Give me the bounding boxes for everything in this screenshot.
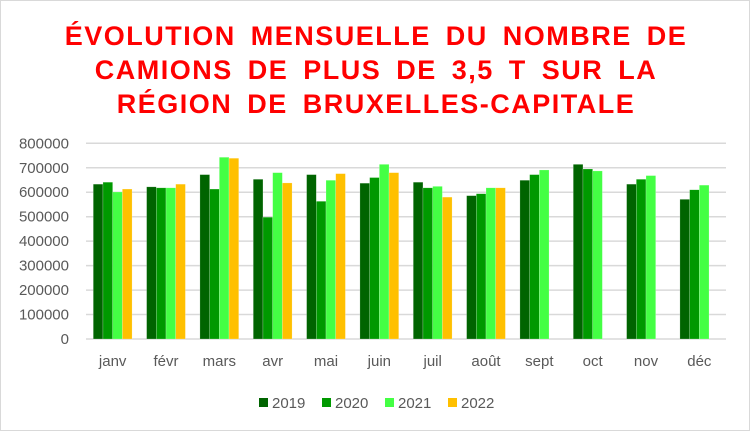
bar-2022-mars (228, 157, 239, 340)
bar-2020-mai (316, 201, 327, 340)
legend-label-2021: 2021 (398, 395, 431, 412)
bar-2019-oct (573, 164, 584, 340)
bar-2019-déc (679, 199, 690, 340)
bar-2021-nov (645, 175, 656, 340)
bar-2022-avr (282, 182, 293, 340)
legend-swatch-2020 (322, 398, 331, 407)
title-line: CAMIONS DE PLUS DE 3,5 T SUR LA (94, 55, 658, 85)
x-tick-label: déc (687, 353, 712, 370)
bar-2019-juin (359, 182, 370, 340)
legend-label-2019: 2019 (272, 395, 305, 412)
bar-2021-oct (592, 170, 603, 340)
bar-2019-mai (306, 174, 317, 340)
x-tick-label: mars (203, 353, 236, 370)
bar-2021-juin (379, 164, 390, 340)
legend-swatch-2019 (259, 398, 268, 407)
bar-2020-juil (422, 187, 433, 340)
bar-2022-juin (388, 172, 399, 340)
x-tick-label: juil (422, 353, 441, 370)
y-tick-label: 400000 (19, 233, 69, 250)
bar-2019-juil (413, 181, 424, 340)
bar-2021-août (485, 187, 496, 340)
bar-2019-nov (626, 183, 637, 340)
bar-2021-janv (112, 191, 123, 340)
x-tick-label: août (471, 353, 501, 370)
bar-2021-sept (539, 169, 550, 340)
bar-2019-janv (93, 183, 104, 340)
title-line: RÉGION DE BRUXELLES-CAPITALE (116, 89, 636, 119)
y-tick-label: 300000 (19, 258, 69, 275)
y-tick-label: 200000 (19, 282, 69, 299)
bar-2022-janv (122, 188, 133, 340)
bar-2021-juil (432, 186, 443, 340)
bar-2020-avr (262, 216, 273, 340)
bar-2020-oct (582, 168, 593, 340)
y-tick-label: 600000 (19, 184, 69, 201)
bar-2019-mars (199, 174, 210, 340)
bar-2020-févr (156, 187, 167, 340)
bar-2019-avr (253, 179, 264, 340)
x-tick-label: juin (367, 353, 391, 370)
chart-title: ÉVOLUTION MENSUELLE DU NOMBRE DE CAMIONS… (1, 19, 750, 121)
bar-2020-janv (102, 181, 113, 340)
x-tick-label: sept (525, 353, 554, 370)
legend-label-2022: 2022 (461, 395, 494, 412)
y-tick-label: 100000 (19, 307, 69, 324)
bar-2021-mai (325, 179, 336, 340)
bar-2020-sept (529, 174, 540, 340)
bar-2021-déc (699, 184, 710, 340)
x-tick-label: mai (314, 353, 338, 370)
legend-swatch-2022 (448, 398, 457, 407)
bar-2021-avr (272, 172, 283, 340)
y-tick-label: 500000 (19, 209, 69, 226)
y-tick-label: 800000 (19, 135, 69, 152)
title-line: ÉVOLUTION MENSUELLE DU NOMBRE DE (64, 21, 688, 51)
y-tick-label: 700000 (19, 160, 69, 177)
bar-2020-août (476, 193, 487, 340)
legend-label-2020: 2020 (335, 395, 368, 412)
bar-2019-sept (519, 179, 530, 340)
bar-2022-juil (442, 196, 453, 340)
legend-swatch-2021 (385, 398, 394, 407)
x-tick-label: févr (153, 353, 178, 370)
y-tick-label: 0 (61, 331, 69, 348)
bar-2020-juin (369, 177, 380, 340)
bar-2021-févr (165, 187, 176, 340)
bar-2020-nov (636, 179, 647, 340)
x-tick-label: nov (634, 353, 659, 370)
bar-2022-août (495, 187, 506, 340)
bar-2022-févr (175, 183, 186, 340)
bar-2022-mai (335, 173, 346, 340)
x-tick-label: oct (583, 353, 604, 370)
bar-2021-mars (219, 156, 230, 340)
x-tick-label: janv (98, 353, 127, 370)
x-tick-label: avr (262, 353, 283, 370)
bar-2019-févr (146, 186, 157, 340)
bar-2019-août (466, 195, 477, 340)
bar-2020-déc (689, 189, 700, 340)
bar-2020-mars (209, 188, 220, 340)
